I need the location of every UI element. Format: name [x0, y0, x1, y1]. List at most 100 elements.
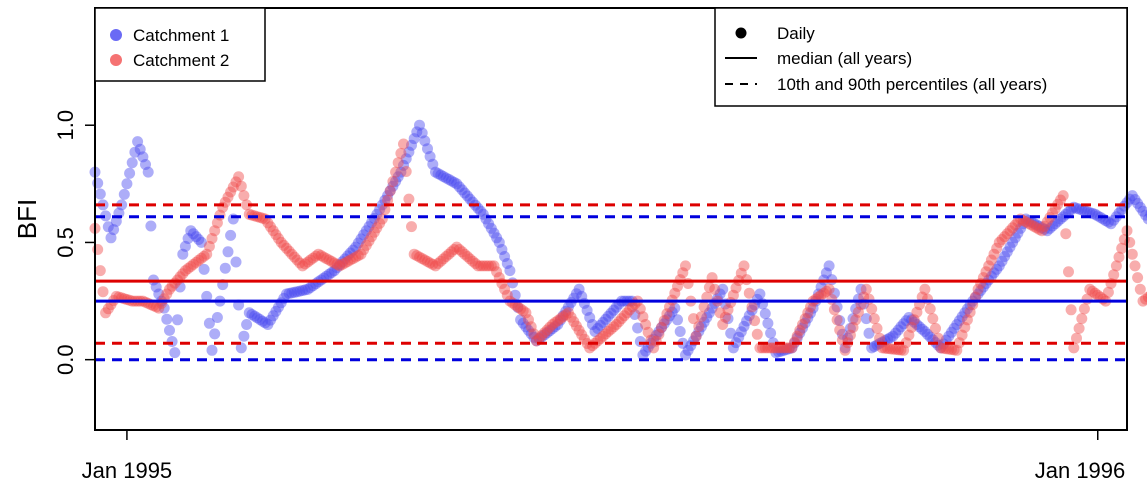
data-point-1: [1116, 204, 1128, 216]
data-point-2: [884, 343, 896, 355]
data-point-2: [102, 303, 114, 315]
data-point-1: [464, 193, 476, 205]
data-point-2: [791, 330, 803, 342]
data-point-1: [124, 167, 136, 179]
data-point-1: [390, 176, 402, 187]
data-point-2: [693, 321, 705, 332]
data-point-1: [549, 321, 561, 333]
data-point-2: [799, 313, 811, 325]
data-point-1: [1105, 218, 1117, 230]
data-point-1: [993, 260, 1005, 272]
data-point-2: [515, 303, 527, 315]
data-point-1: [1132, 197, 1144, 209]
data-point-2: [456, 246, 468, 258]
data-point-1: [828, 287, 840, 299]
data-point-1: [201, 290, 213, 302]
data-point-2: [802, 307, 814, 319]
data-point-1: [289, 286, 300, 298]
data-point-1: [733, 331, 745, 343]
data-point-1: [797, 322, 808, 334]
data-point-2: [161, 288, 173, 300]
data-point-1: [520, 321, 532, 333]
data-point-2: [996, 234, 1008, 245]
data-point-1: [533, 333, 545, 345]
data-point-1: [956, 311, 968, 323]
data-point-2: [97, 286, 109, 298]
data-point-1: [355, 233, 367, 245]
legend-label-daily: Daily: [777, 24, 815, 43]
data-point-1: [382, 190, 394, 202]
data-point-2: [241, 199, 253, 211]
legend-label-catchment-2: Catchment 2: [133, 51, 229, 70]
data-point-1: [985, 270, 997, 282]
data-point-1: [536, 331, 548, 343]
data-point-2: [653, 328, 665, 340]
data-point-1: [427, 158, 439, 170]
data-point-2: [406, 221, 417, 233]
data-point-1: [783, 343, 795, 355]
data-point-1: [185, 225, 197, 237]
data-point-2: [461, 251, 473, 262]
data-point-2: [642, 326, 654, 338]
data-point-1: [666, 306, 678, 318]
data-point-1: [177, 248, 189, 260]
data-point-1: [350, 241, 362, 253]
data-point-1: [1137, 205, 1147, 217]
data-point-2: [773, 342, 785, 354]
data-point-1: [166, 336, 178, 347]
data-point-2: [414, 251, 425, 263]
data-point-1: [640, 345, 652, 357]
data-point-1: [416, 127, 428, 139]
data-point-2: [528, 328, 540, 340]
data-point-1: [225, 229, 237, 241]
data-point-1: [552, 319, 564, 330]
data-point-1: [725, 327, 737, 339]
data-point-1: [528, 331, 540, 343]
data-point-2: [1052, 198, 1064, 210]
data-point-1: [770, 347, 782, 359]
data-point-2: [1108, 269, 1120, 281]
data-point-1: [336, 256, 348, 268]
data-point-2: [387, 176, 399, 187]
data-point-2: [1078, 303, 1090, 315]
data-point-1: [544, 325, 556, 337]
data-point-1: [953, 315, 965, 327]
data-point-2: [951, 344, 963, 356]
data-point-2: [201, 248, 213, 260]
data-point-2: [174, 271, 186, 283]
data-point-1: [943, 330, 955, 342]
data-point-2: [195, 252, 207, 264]
data-point-1: [219, 262, 231, 274]
data-point-1: [597, 316, 609, 328]
data-point-2: [661, 308, 673, 320]
data-point-1: [118, 188, 130, 200]
data-point-1: [342, 250, 354, 262]
data-point-1: [842, 332, 854, 344]
legend-left-box: [94, 7, 266, 82]
data-point-1: [706, 302, 718, 314]
data-point-2: [735, 267, 747, 279]
data-point-2: [187, 258, 199, 270]
data-point-2: [964, 306, 976, 318]
data-point-2: [379, 204, 391, 216]
data-point-1: [453, 181, 465, 193]
data-point-1: [919, 326, 931, 337]
data-point-2: [948, 344, 960, 356]
data-point-2: [475, 260, 487, 272]
data-point-1: [866, 342, 878, 354]
data-point-2: [930, 322, 941, 334]
data-point-2: [299, 258, 311, 270]
x-tick-label: Jan 1996: [1035, 458, 1126, 483]
data-point-1: [302, 283, 314, 295]
data-point-1: [174, 281, 186, 293]
data-point-2: [568, 316, 580, 328]
data-point-1: [959, 307, 971, 319]
data-point-2: [882, 343, 894, 354]
data-point-1: [328, 265, 340, 277]
data-point-1: [996, 255, 1008, 267]
data-point-2: [286, 248, 298, 260]
data-point-2: [703, 281, 715, 293]
data-point-2: [273, 233, 284, 244]
data-point-1: [406, 139, 417, 151]
data-point-1: [461, 190, 473, 202]
